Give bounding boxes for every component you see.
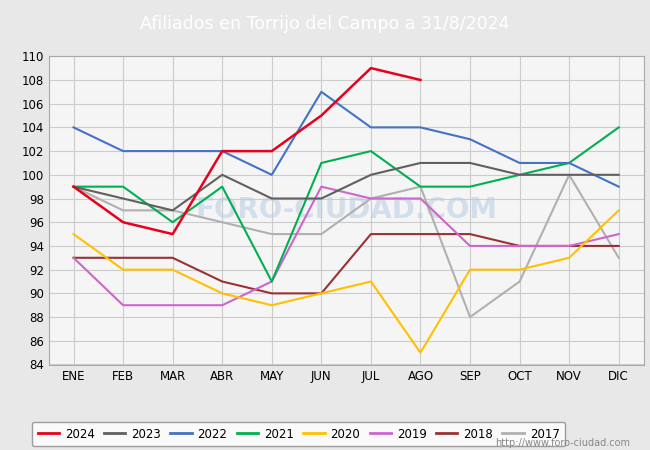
Text: FORO-CIUDAD.COM: FORO-CIUDAD.COM	[195, 196, 497, 225]
Legend: 2024, 2023, 2022, 2021, 2020, 2019, 2018, 2017: 2024, 2023, 2022, 2021, 2020, 2019, 2018…	[32, 422, 566, 446]
Text: http://www.foro-ciudad.com: http://www.foro-ciudad.com	[495, 438, 630, 448]
Text: Afiliados en Torrijo del Campo a 31/8/2024: Afiliados en Torrijo del Campo a 31/8/20…	[140, 14, 510, 33]
